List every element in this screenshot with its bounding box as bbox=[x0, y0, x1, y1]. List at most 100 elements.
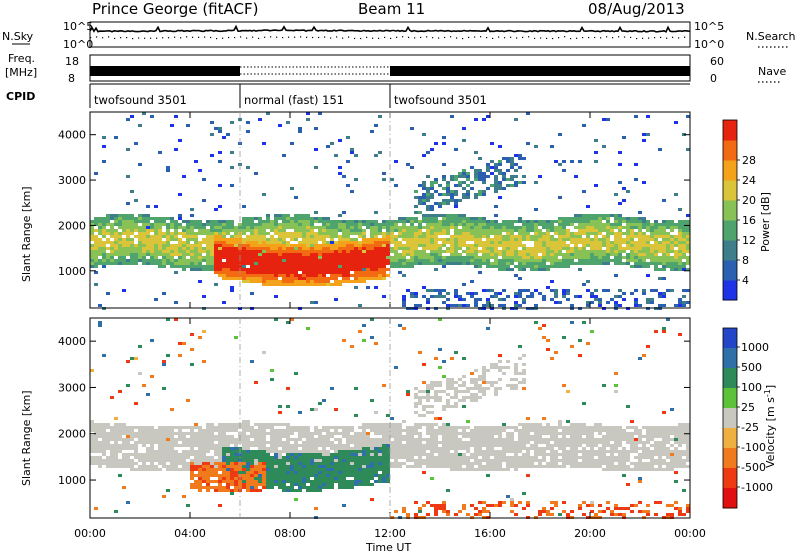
power-cell bbox=[474, 118, 478, 121]
velocity-cell bbox=[374, 456, 378, 459]
power-cell bbox=[514, 304, 518, 307]
velocity-cell bbox=[126, 435, 130, 438]
power-cell bbox=[482, 118, 486, 121]
frequency-tick-18: 18 bbox=[65, 55, 79, 68]
power-cell bbox=[250, 265, 254, 268]
velocity-cell bbox=[158, 447, 162, 450]
power-cell bbox=[198, 280, 202, 283]
power-cell bbox=[274, 256, 278, 259]
power-cell bbox=[606, 238, 610, 241]
power-cell bbox=[338, 238, 342, 241]
velocity-cell bbox=[358, 468, 362, 471]
power-cell bbox=[638, 256, 642, 259]
power-cell bbox=[490, 247, 494, 250]
power-cell bbox=[258, 262, 262, 265]
velocity-cell bbox=[194, 456, 198, 459]
power-cell bbox=[402, 262, 406, 265]
velocity-cell bbox=[298, 450, 302, 453]
power-cell bbox=[458, 241, 462, 244]
power-cell bbox=[634, 178, 638, 181]
power-cell bbox=[542, 250, 546, 253]
power-cell bbox=[662, 295, 666, 298]
power-cell bbox=[250, 271, 254, 274]
velocity-cell bbox=[422, 471, 426, 474]
velocity-cell bbox=[374, 474, 378, 477]
power-cell bbox=[126, 262, 130, 265]
power-cell bbox=[522, 256, 526, 259]
velocity-cell bbox=[310, 438, 314, 441]
power-cell bbox=[274, 220, 278, 223]
power-cell bbox=[182, 175, 186, 178]
velocity-cell bbox=[194, 474, 198, 477]
velocity-cell bbox=[442, 438, 446, 441]
power-cell bbox=[670, 244, 674, 247]
velocity-cell bbox=[162, 432, 166, 435]
power-cell bbox=[190, 226, 194, 229]
power-cell bbox=[266, 265, 270, 268]
power-cell bbox=[258, 271, 262, 274]
power-cell bbox=[302, 280, 306, 283]
power-cell bbox=[610, 298, 614, 301]
velocity-cell bbox=[362, 438, 366, 441]
power-cell bbox=[298, 244, 302, 247]
velocity-cell bbox=[338, 450, 342, 453]
velocity-cell bbox=[134, 357, 138, 360]
power-cell bbox=[322, 265, 326, 268]
velocity-cell bbox=[126, 465, 130, 468]
power-cell bbox=[330, 268, 334, 271]
power-cell bbox=[130, 190, 134, 193]
velocity-cell bbox=[202, 486, 206, 489]
velocity-cell bbox=[274, 462, 278, 465]
power-cell bbox=[278, 241, 282, 244]
power-cell bbox=[134, 247, 138, 250]
power-cell bbox=[90, 220, 94, 223]
velocity-cell bbox=[302, 453, 306, 456]
velocity-cell bbox=[122, 465, 126, 468]
velocity-cell bbox=[138, 438, 142, 441]
power-cell bbox=[286, 283, 290, 286]
power-cell bbox=[582, 226, 586, 229]
power-cell bbox=[494, 187, 498, 190]
power-cell bbox=[514, 181, 518, 184]
power-cell bbox=[222, 250, 226, 253]
power-cell bbox=[482, 172, 486, 175]
velocity-cell bbox=[422, 453, 426, 456]
power-cell bbox=[386, 247, 390, 250]
power-cell bbox=[318, 244, 322, 247]
power-cell bbox=[446, 232, 450, 235]
power-cell bbox=[274, 214, 278, 217]
velocity-cell bbox=[350, 438, 354, 441]
power-cell bbox=[174, 148, 178, 151]
power-cell bbox=[102, 217, 106, 220]
power-cell bbox=[250, 253, 254, 256]
velocity-cell bbox=[186, 450, 190, 453]
power-cell bbox=[134, 235, 138, 238]
power-cell bbox=[370, 238, 374, 241]
noise-search-dot bbox=[456, 37, 458, 39]
power-cell bbox=[266, 277, 270, 280]
power-cell bbox=[118, 220, 122, 223]
velocity-cell bbox=[434, 441, 438, 444]
power-cell bbox=[354, 220, 358, 223]
power-cell bbox=[402, 274, 406, 277]
power-cell bbox=[258, 259, 262, 262]
power-cell bbox=[510, 262, 514, 265]
velocity-cell bbox=[246, 456, 250, 459]
velocity-cell bbox=[302, 450, 306, 453]
power-cell bbox=[422, 256, 426, 259]
power-cell bbox=[586, 253, 590, 256]
power-cell bbox=[678, 226, 682, 229]
power-cell bbox=[450, 175, 454, 178]
velocity-cell bbox=[414, 450, 418, 453]
power-cell bbox=[490, 250, 494, 253]
velocity-cell bbox=[306, 450, 310, 453]
power-cell bbox=[90, 244, 94, 247]
power-cell bbox=[374, 253, 378, 256]
power-cell bbox=[214, 229, 218, 232]
power-cell bbox=[90, 226, 94, 229]
velocity-cell bbox=[262, 462, 266, 465]
power-cell bbox=[114, 223, 118, 226]
power-cell bbox=[502, 289, 506, 292]
power-cell bbox=[190, 214, 194, 217]
velocity-cell bbox=[362, 324, 366, 327]
